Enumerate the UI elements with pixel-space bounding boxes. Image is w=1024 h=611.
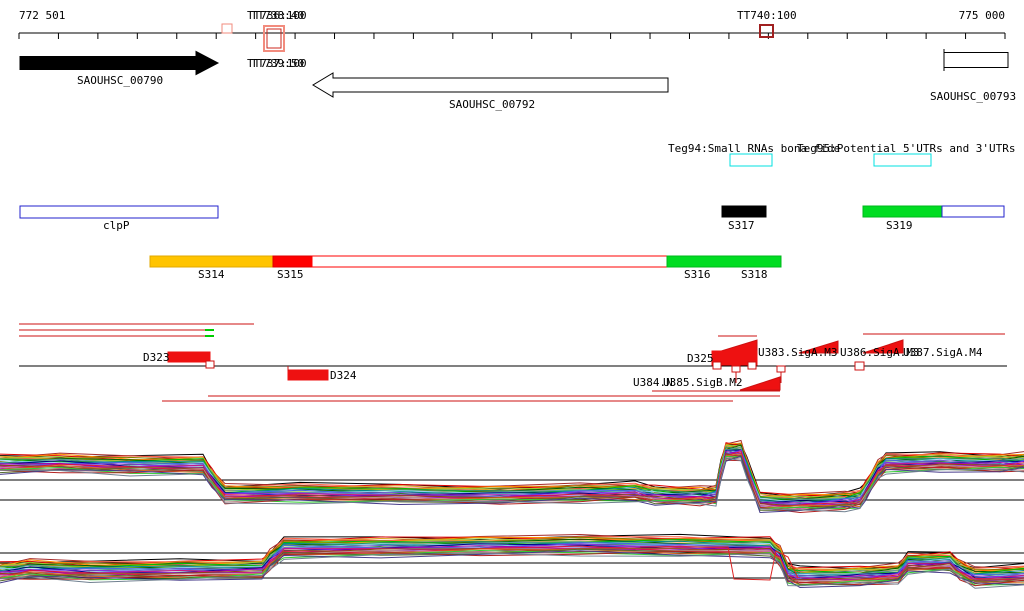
coverage-trace bbox=[0, 537, 1024, 574]
coverage-trace bbox=[0, 550, 1024, 587]
coverage-panel-upper bbox=[0, 439, 1024, 514]
tss-foot bbox=[776, 365, 786, 373]
srna-label: S318 bbox=[741, 268, 768, 281]
terminator-box[interactable] bbox=[759, 24, 774, 38]
terminator-box[interactable] bbox=[266, 28, 282, 49]
srna-label: S314 bbox=[198, 268, 225, 281]
sig-motif-label: U385.SigB.M2 bbox=[663, 376, 742, 389]
srna-segment[interactable] bbox=[862, 205, 943, 218]
tss-wedge[interactable] bbox=[739, 376, 781, 391]
teg-annotation-box[interactable] bbox=[873, 153, 932, 167]
coverage-trace bbox=[0, 538, 1024, 575]
tss-peak-box[interactable] bbox=[711, 350, 758, 366]
tss-wedge[interactable] bbox=[798, 340, 839, 354]
tss-foot bbox=[205, 360, 215, 369]
srna-label: clpP bbox=[103, 219, 130, 232]
gene-label: SAOUHSC_00792 bbox=[449, 98, 535, 111]
srna-segment[interactable] bbox=[149, 255, 274, 268]
tss-foot bbox=[854, 361, 865, 371]
sig-motif-label: U384.N bbox=[633, 376, 673, 389]
teg-annotation-box[interactable] bbox=[729, 153, 773, 167]
coverage-trace bbox=[0, 457, 1024, 513]
sig-motif-label: U383.SigA.M3 bbox=[758, 346, 837, 359]
srna-label: S316 bbox=[684, 268, 711, 281]
terminator-box[interactable] bbox=[263, 25, 285, 52]
terminator-label: TT737:100 bbox=[247, 57, 307, 70]
tss-foot bbox=[747, 361, 757, 370]
srna-segment[interactable] bbox=[941, 205, 1005, 218]
tss-peak-box[interactable] bbox=[167, 351, 211, 363]
terminator-label: TT736:100 bbox=[247, 9, 307, 22]
tss-foot bbox=[731, 365, 741, 373]
coverage-trace bbox=[0, 543, 1024, 580]
tss-peak-box[interactable] bbox=[287, 369, 329, 381]
terminator-label: TT738:40 bbox=[251, 9, 304, 22]
gene-arrow[interactable] bbox=[943, 52, 1009, 68]
srna-segment[interactable] bbox=[272, 255, 313, 268]
teg-label: Teg95:Potential 5'UTRs and 3'UTRs bbox=[797, 142, 1016, 155]
tss-foot bbox=[712, 361, 722, 370]
sig-motif-label: U387.SigA.M4 bbox=[903, 346, 983, 359]
srna-segment[interactable] bbox=[19, 205, 219, 219]
srna-track-1: clpP S317 S319 bbox=[19, 205, 1005, 232]
coord-end-label: 775 000 bbox=[959, 9, 1005, 22]
srna-segment[interactable] bbox=[666, 255, 782, 268]
srna-label: S319 bbox=[886, 219, 913, 232]
coverage-trace bbox=[0, 544, 1024, 581]
teg-label: Teg94:Small RNAs bona fide bbox=[668, 142, 840, 155]
coverage-outlier-trace bbox=[640, 546, 799, 581]
coverage-trace bbox=[0, 552, 1024, 589]
tss-peak-label: D323 bbox=[143, 351, 170, 364]
gene-label: SAOUHSC_00793 bbox=[930, 90, 1016, 103]
gene-track: SAOUHSC_00790 SAOUHSC_00792 SAOUHSC_00793 bbox=[19, 49, 1016, 111]
srna-segment[interactable] bbox=[721, 205, 767, 218]
tss-peak-label: D325 bbox=[687, 352, 714, 365]
srna-segment[interactable] bbox=[311, 255, 668, 268]
coverage-trace bbox=[0, 549, 1024, 586]
srna-label: S315 bbox=[277, 268, 304, 281]
coverage-panel-lower bbox=[0, 533, 1024, 589]
tss-peak-label: D324 bbox=[330, 369, 357, 382]
gene-arrow[interactable] bbox=[19, 50, 220, 76]
tss-wedge[interactable] bbox=[717, 339, 758, 353]
coverage-trace bbox=[0, 540, 1024, 578]
teg-annotation-track: Teg94:Small RNAs bona fideTeg95:Potentia… bbox=[668, 142, 1016, 167]
srna-label: S317 bbox=[728, 219, 755, 232]
coord-start-label: 772 501 bbox=[19, 9, 65, 22]
sig-motif-label: U386.SigA.M3 bbox=[840, 346, 919, 359]
srna-track-2: S314 S315 S316 S318 bbox=[149, 255, 782, 281]
terminator-label: TT740:100 bbox=[737, 9, 797, 22]
terminator-label: TT739:50 bbox=[251, 57, 304, 70]
terminator-box[interactable] bbox=[221, 23, 233, 34]
tss-wedge[interactable] bbox=[862, 339, 904, 354]
gene-arrow[interactable] bbox=[312, 72, 669, 98]
tss-terminator-track: D323 D324 D325 U383.SigA.M3 U386.SigA.M3U387… bbox=[19, 323, 1007, 402]
gene-label: SAOUHSC_00790 bbox=[77, 74, 163, 87]
